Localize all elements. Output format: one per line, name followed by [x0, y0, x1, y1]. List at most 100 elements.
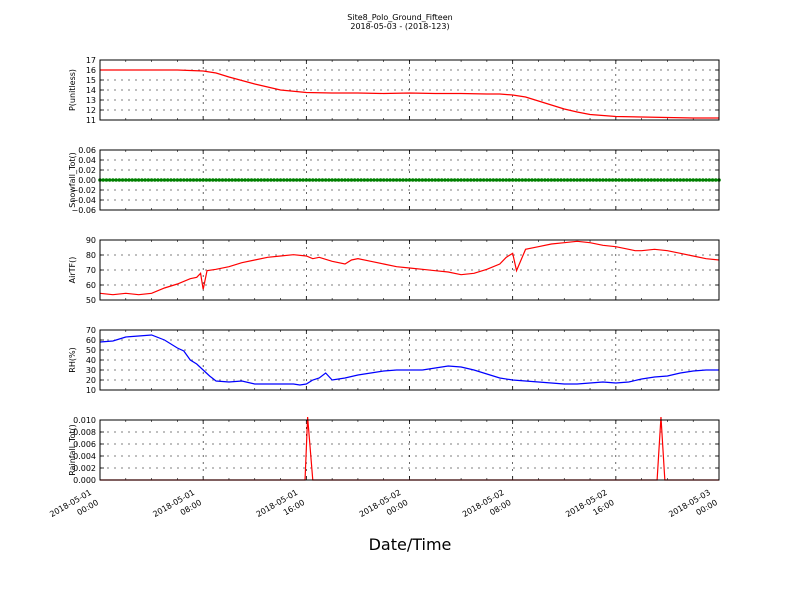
- ytick-label-3-5: 60: [86, 336, 96, 345]
- data-point-1-69: [320, 178, 325, 182]
- data-point-1-77: [346, 178, 351, 182]
- data-point-1-102: [427, 178, 431, 182]
- data-point-1-145: [565, 178, 570, 182]
- data-point-1-138: [543, 178, 547, 182]
- data-point-1-35: [211, 178, 215, 182]
- ytick-label-3-3: 40: [86, 356, 96, 365]
- data-point-1-30: [194, 178, 199, 182]
- data-point-1-22: [169, 178, 173, 182]
- data-point-1-65: [307, 178, 312, 182]
- data-point-1-47: [249, 178, 254, 182]
- data-point-1-54: [272, 178, 276, 182]
- data-point-1-7: [120, 178, 125, 182]
- data-point-1-84: [369, 178, 373, 182]
- data-point-1-186: [697, 178, 702, 182]
- plot-frame-2: [99, 239, 720, 301]
- data-point-1-113: [462, 178, 467, 182]
- data-point-1-163: [623, 178, 628, 182]
- data-point-1-183: [688, 178, 692, 182]
- data-point-1-100: [420, 178, 425, 182]
- data-point-1-178: [672, 178, 676, 182]
- data-point-1-59: [288, 178, 293, 182]
- data-point-1-156: [601, 178, 605, 182]
- data-point-1-182: [684, 178, 689, 182]
- ytick-label-0-3: 14: [86, 86, 96, 95]
- data-point-1-36: [214, 178, 218, 182]
- data-point-1-58: [285, 178, 289, 182]
- data-point-1-153: [591, 178, 596, 182]
- data-point-1-14: [143, 178, 147, 182]
- ytick-label-1-6: −0.06: [71, 206, 96, 215]
- data-point-1-162: [620, 178, 625, 182]
- y-axis-title-3: RH(%): [68, 347, 77, 372]
- data-point-1-167: [636, 178, 641, 182]
- data-point-1-98: [414, 178, 418, 182]
- ytick-label-2-4: 90: [86, 236, 96, 245]
- ytick-label-4-2: 0.004: [73, 452, 96, 461]
- data-point-1-187: [701, 178, 705, 182]
- data-point-1-75: [340, 178, 344, 182]
- data-point-1-25: [178, 178, 183, 182]
- data-point-1-44: [240, 178, 244, 182]
- data-point-1-2: [104, 178, 109, 182]
- data-point-1-72: [330, 178, 334, 182]
- data-point-1-28: [188, 178, 193, 182]
- data-point-1-174: [659, 178, 663, 182]
- data-point-1-160: [614, 178, 618, 182]
- data-point-1-82: [362, 178, 367, 182]
- data-point-1-104: [433, 178, 438, 182]
- data-point-1-124: [497, 178, 502, 182]
- data-point-1-110: [452, 178, 457, 182]
- data-point-1-76: [343, 178, 347, 182]
- data-point-1-90: [388, 178, 392, 182]
- data-point-1-73: [333, 178, 338, 182]
- data-point-1-42: [233, 178, 238, 182]
- ytick-label-0-0: 11: [86, 116, 96, 125]
- data-point-1-95: [404, 178, 409, 182]
- ytick-label-2-0: 50: [86, 296, 96, 305]
- data-point-1-123: [494, 178, 499, 182]
- data-point-1-127: [507, 178, 512, 182]
- ytick-label-3-2: 30: [86, 366, 96, 375]
- panel-2: 50 60 70 80 90 AirTF(): [68, 236, 720, 305]
- data-point-1-121: [488, 178, 492, 182]
- data-point-1-135: [533, 178, 538, 182]
- ytick-label-0-6: 17: [86, 56, 96, 65]
- ytick-label-4-3: 0.006: [73, 440, 96, 449]
- data-point-1-132: [523, 178, 528, 182]
- data-point-1-9: [127, 178, 131, 182]
- data-point-1-191: [713, 178, 718, 182]
- data-point-1-137: [539, 178, 544, 182]
- data-point-1-56: [278, 178, 283, 182]
- data-point-1-107: [443, 178, 447, 182]
- data-point-1-86: [375, 178, 380, 182]
- data-point-1-179: [675, 178, 679, 182]
- data-point-1-78: [349, 178, 354, 182]
- data-point-1-175: [662, 178, 666, 182]
- data-point-1-81: [359, 178, 363, 182]
- data-point-1-172: [652, 178, 657, 182]
- data-point-1-173: [655, 178, 660, 182]
- data-point-1-89: [385, 178, 389, 182]
- data-point-1-166: [633, 178, 637, 182]
- y-axis-title-4: Rainfall_Tot(): [68, 424, 77, 476]
- data-point-1-118: [478, 178, 483, 182]
- data-point-1-131: [520, 178, 525, 182]
- data-point-1-147: [572, 178, 576, 182]
- ytick-label-0-1: 12: [86, 106, 96, 115]
- data-point-1-49: [256, 178, 260, 182]
- data-point-1-68: [317, 178, 322, 182]
- panel-1: 0.060.040.020.00−0.02−0.04−0.06Snowfall_…: [68, 146, 721, 215]
- data-point-1-170: [646, 178, 650, 182]
- ytick-label-0-4: 15: [86, 76, 96, 85]
- data-point-1-61: [294, 178, 299, 182]
- data-point-1-190: [710, 178, 715, 182]
- data-point-1-146: [568, 178, 573, 182]
- ytick-label-1-4: −0.02: [71, 186, 96, 195]
- data-point-1-79: [352, 178, 357, 182]
- data-point-1-51: [262, 178, 267, 182]
- data-point-1-39: [223, 178, 228, 182]
- data-point-1-112: [459, 178, 463, 182]
